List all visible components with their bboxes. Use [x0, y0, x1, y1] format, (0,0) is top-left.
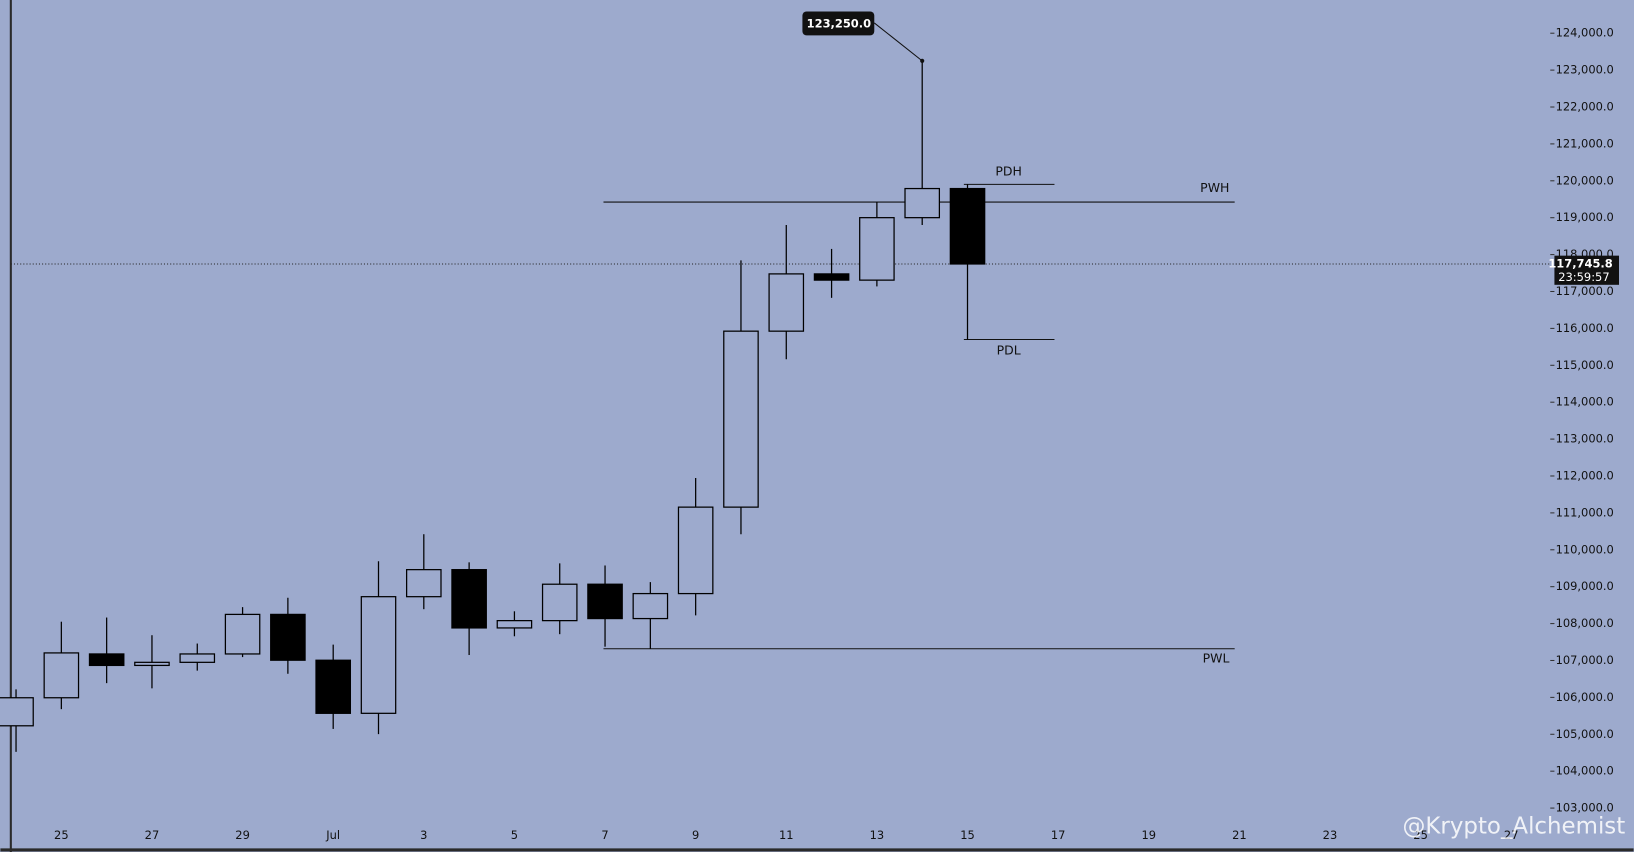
y-tick-label: 106,000.0: [1556, 690, 1614, 704]
y-tick-label: 111,000.0: [1556, 505, 1614, 519]
x-tick-label: 13: [870, 828, 885, 842]
candle-body: [768, 273, 805, 332]
candle-body: [451, 569, 487, 629]
candle-body: [179, 653, 216, 663]
y-tick-label: 105,000.0: [1556, 727, 1614, 741]
candle-body: [859, 217, 895, 281]
y-tick-label: 116,000.0: [1556, 321, 1614, 335]
y-tick-label: 104,000.0: [1556, 764, 1614, 778]
x-tick-label: Jul: [325, 828, 340, 842]
candle-body: [405, 569, 442, 598]
candle-body: [496, 620, 533, 629]
x-tick-label: 27: [145, 828, 160, 842]
candle-body: [134, 661, 170, 667]
x-tick-label: 15: [960, 828, 975, 842]
y-tick-label: 109,000.0: [1556, 579, 1614, 593]
candle-body: [0, 697, 34, 727]
watermark: @Krypto_Alchemist: [1403, 814, 1626, 840]
candle-body: [541, 583, 578, 622]
countdown-label: 23:59:57: [1558, 270, 1609, 284]
candle-body: [632, 592, 669, 620]
x-tick-label: 19: [1141, 828, 1156, 842]
y-tick-label: 122,000.0: [1556, 100, 1614, 114]
y-tick-label: 124,000.0: [1556, 26, 1614, 40]
y-tick-label: 115,000.0: [1556, 358, 1614, 372]
candle-body: [270, 613, 306, 661]
x-tick-label: 25: [54, 828, 69, 842]
x-tick-label: 11: [779, 828, 794, 842]
y-tick-label: 119,000.0: [1556, 210, 1614, 224]
x-tick-label: 27: [1504, 828, 1519, 842]
y-tick-label: 110,000.0: [1556, 542, 1614, 556]
level-label: PWL: [1203, 651, 1230, 666]
callout-line: [873, 22, 923, 62]
y-tick-label: 112,000.0: [1556, 468, 1614, 482]
level-label: PWH: [1200, 180, 1229, 195]
candle-body: [587, 583, 623, 620]
x-tick-label: 3: [420, 828, 427, 842]
candle-body: [723, 330, 759, 508]
candle-body: [315, 659, 352, 714]
y-tick-label: 121,000.0: [1556, 136, 1614, 150]
level-label: PDH: [995, 163, 1022, 178]
candle-body: [949, 187, 986, 265]
y-tick-label: 120,000.0: [1556, 173, 1614, 187]
callout-box: [802, 11, 875, 36]
candle-body: [677, 506, 714, 595]
y-tick-label: 108,000.0: [1556, 616, 1614, 630]
price-tag-label: 117,745.8: [1548, 256, 1612, 270]
y-tick-label: 103,000.0: [1556, 801, 1614, 815]
candle-body: [904, 187, 941, 219]
candle-body: [43, 652, 80, 699]
y-tick-label: 107,000.0: [1556, 653, 1614, 667]
y-tick-label: 123,000.0: [1556, 63, 1614, 77]
y-tick-label: 117,000.0: [1556, 284, 1614, 298]
candle-body: [88, 653, 125, 667]
callout-dot: [920, 58, 925, 63]
candle-body: [360, 596, 397, 714]
x-tick-label: 17: [1051, 828, 1066, 842]
candle-body: [813, 273, 850, 281]
price-tag: [1554, 255, 1620, 285]
x-tick-label: 9: [692, 828, 699, 842]
y-tick-label: 114,000.0: [1556, 395, 1614, 409]
x-tick-label: 29: [235, 828, 250, 842]
x-tick-label: 23: [1323, 828, 1338, 842]
callout-label: 123,250.0: [807, 16, 871, 30]
x-tick-label: 25: [1413, 828, 1428, 842]
x-tick-label: 21: [1232, 828, 1247, 842]
x-tick-label: 5: [511, 828, 518, 842]
level-label: PDL: [997, 342, 1021, 357]
candle-body: [224, 613, 261, 655]
y-tick-label: 113,000.0: [1556, 432, 1614, 446]
x-tick-label: 7: [601, 828, 608, 842]
